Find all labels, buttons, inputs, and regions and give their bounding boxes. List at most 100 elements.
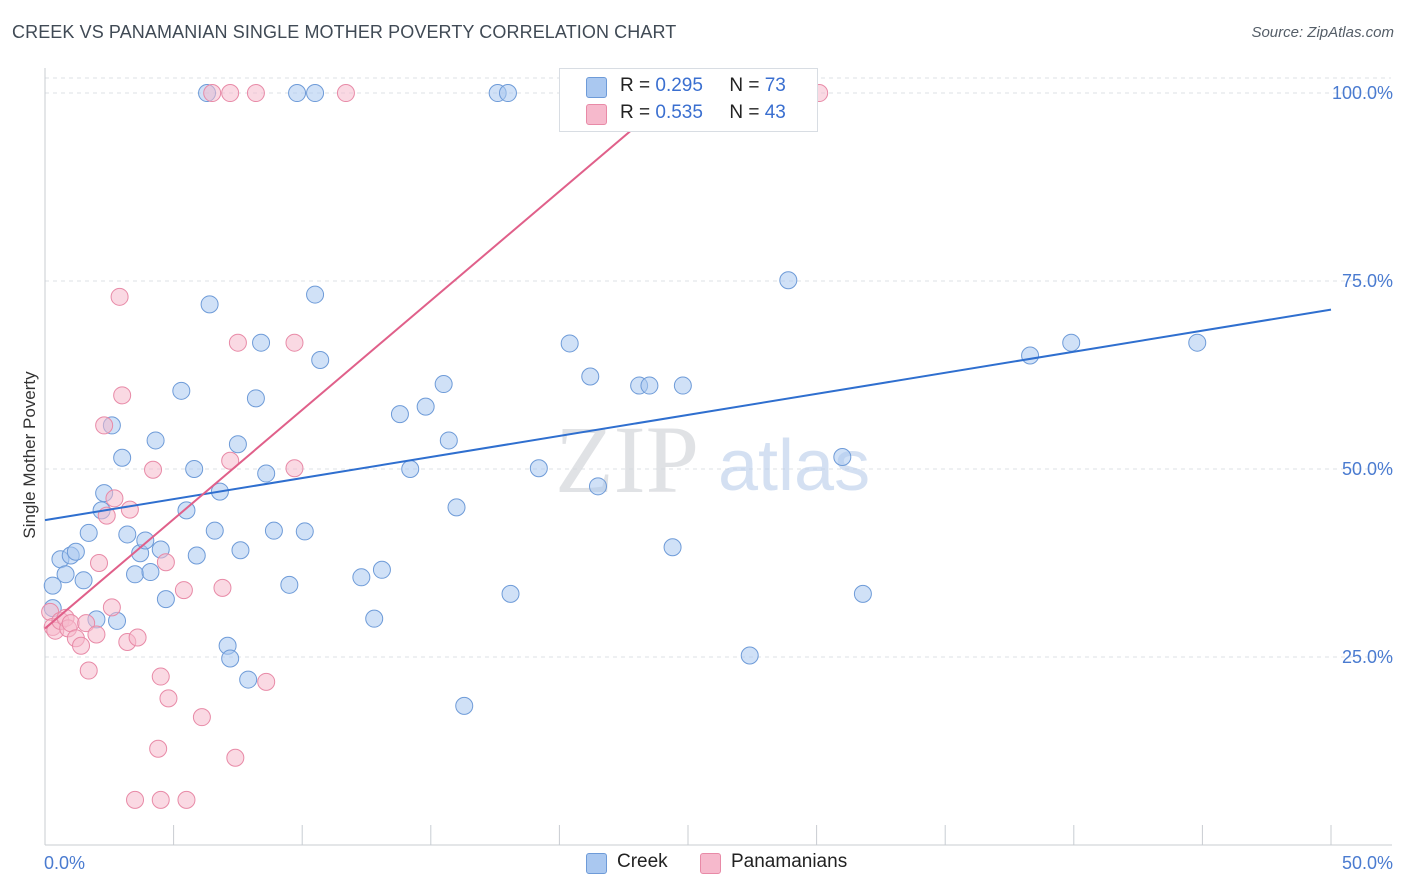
panamanian-point	[159, 689, 178, 708]
creek-point	[257, 464, 276, 483]
creek-point	[185, 460, 204, 479]
panamanian-point	[87, 625, 106, 644]
panamanian-point	[221, 84, 240, 103]
creek-point	[1062, 333, 1081, 352]
panamanian-point	[151, 667, 170, 686]
creek-point	[401, 460, 420, 479]
panamanian-point	[246, 84, 265, 103]
panamanian-point	[285, 459, 304, 478]
creek-point	[529, 459, 548, 478]
creek-point	[501, 584, 520, 603]
panamanian-point	[77, 614, 96, 633]
creek-point	[740, 646, 759, 665]
creek-swatch	[586, 853, 607, 874]
creek-point	[365, 609, 384, 628]
y-tick-label: 25.0%	[1342, 647, 1393, 667]
creek-point	[779, 271, 798, 290]
panamanian-point	[221, 451, 240, 470]
creek-point	[200, 295, 219, 314]
creek-point	[455, 696, 474, 715]
creek-point	[1021, 346, 1040, 365]
creek-point	[288, 84, 307, 103]
chart-title: CREEK VS PANAMANIAN SINGLE MOTHER POVERT…	[12, 22, 677, 42]
creek-point	[295, 522, 314, 541]
axes	[44, 68, 1392, 846]
creek-point	[306, 285, 325, 304]
legend-n-value: 73	[764, 75, 786, 96]
y-tick-label: 100.0%	[1332, 83, 1393, 103]
creek-point	[581, 367, 600, 386]
x-tick-label: 50.0%	[1342, 853, 1393, 873]
creek-point	[640, 376, 659, 395]
creek-swatch	[586, 77, 607, 98]
creek-point	[56, 565, 75, 584]
legend-r-value: 0.535	[655, 102, 703, 123]
creek-point	[205, 521, 224, 540]
creek-point	[74, 571, 93, 590]
x-tick-label: 0.0%	[44, 853, 85, 873]
panamanian-point	[149, 739, 168, 758]
creek-point	[560, 334, 579, 353]
panamanian-point	[95, 416, 114, 435]
panamanian-point	[336, 84, 355, 103]
panamanian-point	[128, 628, 147, 647]
creek-point	[136, 531, 155, 550]
panamanian-trend-line	[44, 92, 676, 630]
y-tick-label: 75.0%	[1342, 271, 1393, 291]
creek-point	[434, 375, 453, 394]
grid-lines	[45, 77, 1391, 658]
creek-point	[252, 333, 271, 352]
creek-point	[447, 498, 466, 517]
creek-point	[246, 389, 265, 408]
creek-point	[113, 448, 132, 467]
creek-point	[141, 563, 160, 582]
creek-point	[853, 584, 872, 603]
creek-point	[498, 84, 517, 103]
creek-point	[177, 501, 196, 520]
panamanian-point	[90, 554, 109, 573]
panamanian-point	[228, 333, 247, 352]
creek-point	[416, 397, 435, 416]
panamanian-swatch	[586, 104, 607, 125]
watermark-atlas: atlas	[718, 426, 870, 506]
source-credit: Source: ZipAtlas.com	[1251, 24, 1394, 41]
panamanian-point	[203, 84, 222, 103]
creek-point	[126, 565, 145, 584]
creek-point	[79, 523, 98, 542]
watermark: ZIP atlas	[555, 406, 870, 513]
panamanian-point	[226, 748, 245, 767]
panamanian-point	[192, 708, 211, 727]
panamanian-point	[177, 790, 196, 809]
panamanian-point	[156, 553, 175, 572]
panamanian-point	[257, 672, 276, 691]
creek-point	[439, 431, 458, 450]
creek-point	[228, 435, 247, 454]
watermark-zip: ZIP	[555, 406, 699, 513]
panamanian-point	[144, 460, 163, 479]
legend-r-value: 0.295	[655, 75, 703, 96]
creek-point	[187, 546, 206, 565]
panamanian-point	[120, 500, 139, 519]
creek-point	[156, 590, 175, 609]
legend-r-label: R =	[620, 102, 651, 123]
panamanian-swatch	[700, 853, 721, 874]
y-tick-label: 50.0%	[1342, 459, 1393, 479]
panamanian-point	[102, 598, 121, 617]
creek-point	[43, 576, 62, 595]
panamanian-point	[151, 790, 170, 809]
creek-point	[588, 477, 607, 496]
creek-point	[66, 542, 85, 561]
legend-n-label: N =	[729, 75, 760, 96]
creek-point	[372, 560, 391, 579]
creek-point	[221, 649, 240, 668]
creek-point	[280, 575, 299, 594]
creek-point	[172, 381, 191, 400]
creek-point	[311, 350, 330, 369]
creek-point	[239, 670, 258, 689]
y-axis-label: Single Mother Poverty	[20, 371, 39, 539]
creek-point	[663, 538, 682, 557]
creek-point	[833, 447, 852, 466]
panamanian-point	[285, 333, 304, 352]
legend-r-label: R =	[620, 75, 651, 96]
